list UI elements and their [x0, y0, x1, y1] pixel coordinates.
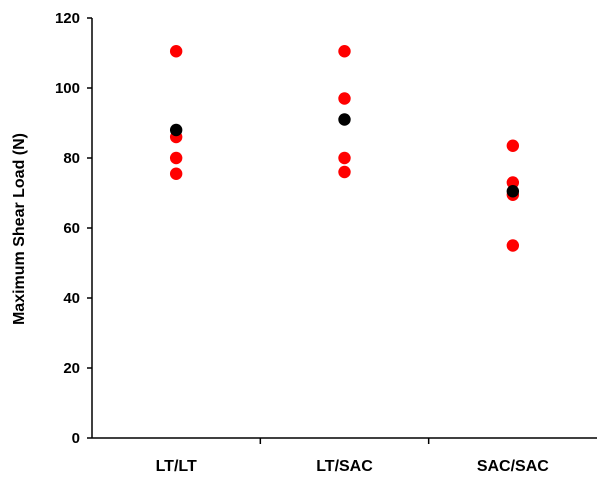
data-point-red	[506, 239, 520, 252]
data-point-red	[169, 151, 183, 165]
y-tick-label: 20	[63, 360, 80, 377]
data-point-red	[169, 167, 183, 180]
data-point-red	[169, 45, 183, 58]
x-category-label: SAC/SAC	[477, 458, 549, 475]
data-points	[169, 45, 520, 252]
y-tick-label: 100	[55, 80, 80, 97]
y-tick-label: 120	[55, 10, 80, 27]
y-axis: 0 20 40 60 80 100 120	[55, 10, 93, 447]
x-category-label: LT/LT	[156, 458, 197, 475]
data-point-red	[338, 92, 351, 105]
data-point-red	[338, 165, 351, 179]
data-point-red	[338, 151, 351, 165]
y-tick-label: 60	[63, 220, 80, 237]
x-axis: LT/LT LT/SAC SAC/SAC	[92, 437, 597, 475]
data-point-red	[506, 176, 520, 189]
data-point-mean	[338, 113, 351, 126]
data-point-mean	[169, 123, 183, 137]
x-category-label: LT/SAC	[316, 458, 373, 475]
data-point-red	[338, 45, 351, 58]
data-point-red	[506, 139, 520, 152]
y-tick-label: 0	[72, 430, 80, 447]
data-point-mean	[506, 185, 520, 198]
y-tick-label: 80	[63, 150, 80, 167]
y-tick-label: 40	[63, 290, 80, 307]
y-axis-title: Maximum Shear Load (N)	[11, 133, 28, 325]
